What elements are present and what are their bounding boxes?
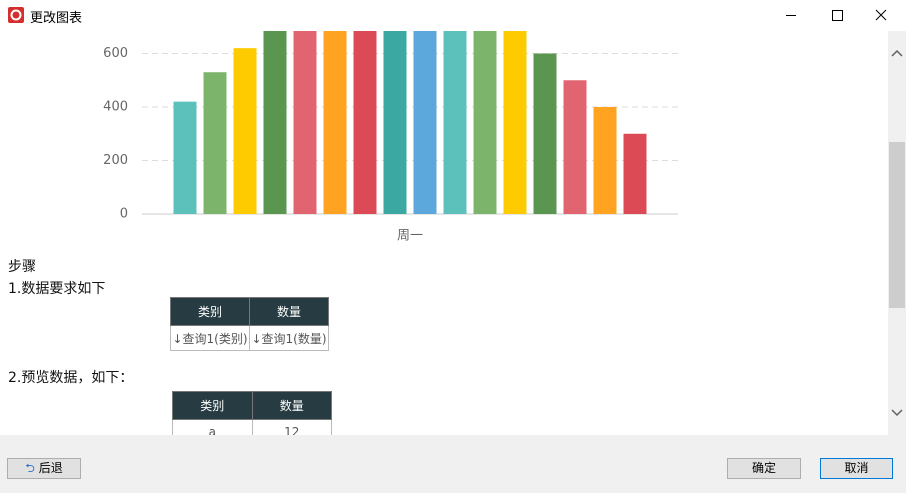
header-cell: 数量: [251, 391, 332, 420]
button-bar: ⮌ 后退 确定 取消: [0, 435, 906, 493]
bar: [233, 48, 257, 215]
header-cell: 类别: [170, 297, 250, 326]
x-tick-label: 周一: [397, 229, 423, 244]
bar: [413, 31, 437, 215]
y-tick-label: 0: [120, 207, 128, 222]
y-tick-label: 200: [103, 153, 128, 168]
bar: [563, 80, 587, 214]
bar: [203, 72, 227, 214]
y-tick-label: 400: [103, 100, 128, 115]
bar: [473, 31, 497, 215]
header-row: 类别 数量: [170, 297, 329, 326]
y-tick-label: 600: [103, 46, 128, 61]
step-text: 2.预览数据，如下：: [8, 370, 134, 386]
bar: [323, 31, 347, 214]
step-text: 1.数据要求如下: [8, 281, 106, 297]
window-controls[interactable]: [770, 0, 906, 31]
header-cell: 数量: [249, 297, 329, 326]
ok-button[interactable]: 确定: [727, 458, 801, 479]
window-title: 更改图表: [30, 11, 83, 26]
header-cell: 类别: [172, 391, 253, 420]
table-cell: ↓查询1(数量): [249, 325, 329, 351]
bar: [263, 31, 287, 214]
steps-heading: 步骤: [8, 259, 36, 275]
bar: [503, 31, 527, 214]
title-bar: 更改图表: [0, 0, 906, 31]
scrollbar[interactable]: [888, 31, 906, 435]
back-button[interactable]: ⮌ 后退: [7, 458, 81, 479]
app-icon: [8, 7, 24, 23]
chart: 0 200 400 600 周一: [103, 31, 678, 244]
button-label: 后退: [38, 461, 63, 475]
bar: [383, 31, 407, 214]
bar: [353, 31, 377, 215]
bar: [593, 107, 617, 214]
bar: [173, 101, 197, 214]
header-row: 类别 数量: [172, 391, 332, 420]
bar: [293, 31, 317, 215]
cancel-button[interactable]: 取消: [820, 458, 893, 479]
table-cell: a: [172, 419, 253, 435]
table-row: a 12: [172, 419, 332, 435]
table-cell: ↓查询1(类别): [170, 325, 250, 351]
table-row: ↓查询1(类别) ↓查询1(数量): [170, 325, 329, 351]
bar: [533, 53, 557, 214]
bar: [623, 133, 647, 214]
bar: [443, 31, 467, 214]
table: 类别 数量 ↓查询1(类别) ↓查询1(数量): [170, 297, 329, 351]
content: 0 200 400 600 周一 步骤 1.数据要求如下 类别 数量 ↓查询1(类别) ↓查询…: [0, 31, 888, 435]
table: 类别 数量 a 12: [172, 391, 332, 435]
table-cell: 12: [251, 419, 332, 435]
